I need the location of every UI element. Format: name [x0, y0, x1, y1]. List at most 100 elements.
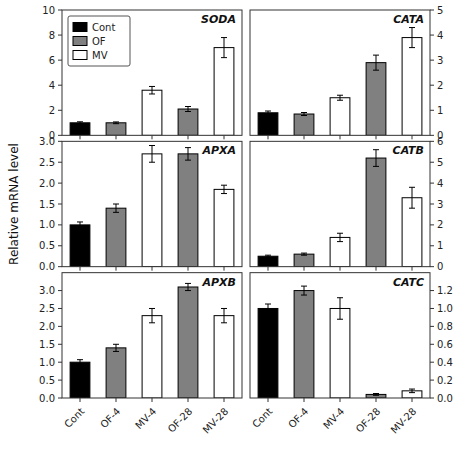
bar: [258, 113, 278, 136]
error-bar: [337, 233, 343, 241]
y-axis-label: Relative mRNA level: [7, 143, 21, 265]
plot-frame: [250, 10, 430, 135]
y-tick: [58, 183, 62, 184]
y-tick: [430, 290, 434, 291]
x-tick-label: MV-4: [133, 406, 158, 431]
panel-title: APXA: [201, 144, 236, 157]
y-tick: [58, 162, 62, 163]
bar: [258, 256, 278, 266]
bar: [178, 109, 198, 135]
y-tick-label: 2: [437, 80, 443, 91]
bar: [366, 158, 386, 267]
error-bar: [373, 394, 379, 396]
y-tick-label: 1: [437, 240, 443, 251]
bar: [178, 287, 198, 398]
panel: 0246810SODAContOFMV: [42, 5, 242, 141]
x-tick: [376, 267, 377, 271]
error-bar: [113, 344, 119, 351]
x-tick-label: OF-4: [98, 406, 122, 430]
error-bar: [409, 389, 415, 393]
y-tick-label: 0.5: [39, 375, 55, 386]
y-tick-label: 2.5: [39, 303, 55, 314]
x-tick: [116, 267, 117, 271]
bar: [366, 394, 386, 398]
y-tick-label: 0.8: [437, 321, 453, 332]
y-tick: [58, 110, 62, 111]
bars: [70, 146, 234, 267]
y-tick: [58, 266, 62, 267]
y-tick: [58, 308, 62, 309]
bar: [214, 189, 234, 266]
bar: [258, 308, 278, 398]
error-bar: [301, 253, 307, 255]
y-tick-label: 0.4: [437, 357, 453, 368]
x-tick: [340, 135, 341, 139]
y-tick: [430, 224, 434, 225]
x-tick: [304, 267, 305, 271]
panel-title: APXB: [202, 276, 236, 289]
y-tick-label: 10: [42, 5, 55, 16]
y-tick: [58, 35, 62, 36]
bar: [142, 154, 162, 267]
x-tick: [80, 135, 81, 139]
x-tick: [152, 398, 153, 402]
bar: [366, 63, 386, 136]
error-bar: [373, 55, 379, 70]
y-tick: [58, 326, 62, 327]
bar: [106, 123, 126, 136]
y-tick: [430, 380, 434, 381]
y-tick: [430, 398, 434, 399]
y-tick-label: 2.5: [39, 157, 55, 168]
y-tick: [430, 10, 434, 11]
error-bar: [409, 187, 415, 208]
x-tick-label: Cont: [250, 406, 274, 430]
panel: 0.00.51.01.52.02.53.0APXA: [39, 136, 242, 272]
panel: 012345CATA: [250, 5, 443, 141]
y-tick: [430, 266, 434, 267]
panel-title: CATA: [393, 13, 424, 26]
y-tick-label: 0.5: [39, 240, 55, 251]
x-tick: [268, 398, 269, 402]
y-tick: [430, 35, 434, 36]
panel-title: CATC: [393, 276, 424, 289]
y-tick-label: 0.0: [437, 393, 453, 404]
plot-background: [250, 273, 430, 398]
panel: 0.00.20.40.60.81.01.2ContOF-4MV-4OF-28MV…: [250, 273, 453, 436]
plot-background: [250, 10, 430, 135]
y-tick: [58, 60, 62, 61]
y-tick-label: 0.0: [39, 261, 55, 272]
plot-background: [250, 141, 430, 266]
x-tick-label: OF-4: [286, 406, 310, 430]
y-tick-label: 0.2: [437, 375, 453, 386]
y-tick: [58, 362, 62, 363]
error-bar: [337, 298, 343, 319]
y-tick: [430, 85, 434, 86]
plot-frame: [62, 273, 242, 398]
y-tick: [58, 141, 62, 142]
x-tick: [224, 398, 225, 402]
y-tick-label: 4: [49, 80, 55, 91]
error-bar: [113, 122, 119, 124]
x-tick: [412, 398, 413, 402]
legend-label: Cont: [92, 22, 115, 33]
error-bar: [113, 204, 119, 212]
y-tick: [58, 10, 62, 11]
y-tick: [58, 85, 62, 86]
y-tick: [58, 290, 62, 291]
y-tick: [430, 162, 434, 163]
y-tick: [58, 245, 62, 246]
bar: [142, 316, 162, 398]
x-tick: [376, 398, 377, 402]
panel-title: CATB: [393, 144, 424, 157]
legend-swatch: [73, 51, 87, 60]
y-tick: [430, 204, 434, 205]
x-tick: [224, 135, 225, 139]
legend-label: MV: [92, 50, 108, 61]
bar: [70, 225, 90, 267]
y-tick: [58, 344, 62, 345]
x-tick: [340, 267, 341, 271]
x-tick-label: OF-28: [166, 406, 195, 435]
x-tick: [268, 267, 269, 271]
plot-background: [62, 141, 242, 266]
legend-swatch: [73, 23, 87, 32]
